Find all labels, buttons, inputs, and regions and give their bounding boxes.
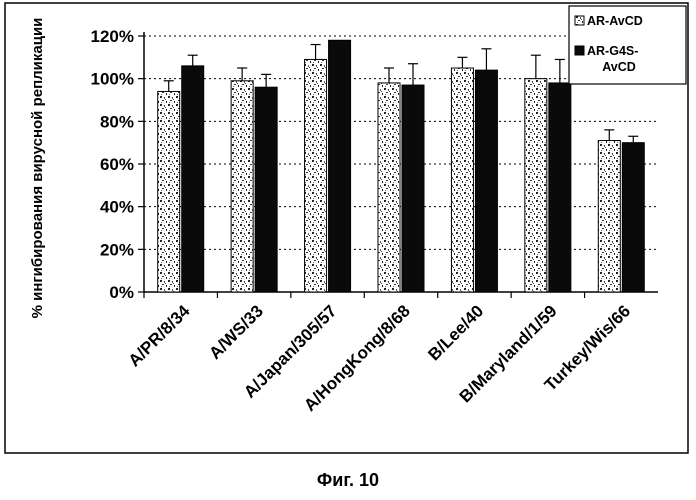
legend-swatch-ar-avcd [575,16,584,25]
y-tick-label: 20% [100,240,134,259]
y-tick-label: 100% [91,70,134,89]
bar-ar-g4s-avcd [329,40,351,292]
legend-label: AR-G4S- [587,44,638,58]
bar-ar-g4s-avcd [402,85,424,292]
bar-ar-g4s-avcd [182,66,204,292]
bar-ar-avcd [305,59,327,292]
y-tick-label: 60% [100,155,134,174]
bar-chart: 0%20%40%60%80%100%120%A/PR/8/34A/WS/33A/… [0,0,696,470]
y-tick-label: 0% [109,283,134,302]
bar-ar-g4s-avcd [475,70,497,292]
bar-ar-avcd [598,141,620,292]
legend-swatch-ar-g4s-avcd [575,46,584,55]
y-axis-title: % ингибирования вирусной репликации [29,18,46,319]
bar-ar-g4s-avcd [549,83,571,292]
bar-ar-avcd [525,79,547,292]
bar-ar-g4s-avcd [622,143,644,292]
legend-label: AR-AvCD [587,14,643,28]
y-tick-label: 120% [91,27,134,46]
y-tick-label: 80% [100,112,134,131]
bar-ar-avcd [378,83,400,292]
legend-label: AvCD [602,60,636,74]
legend: AR-AvCD AR-G4S- AvCD [569,6,686,84]
figure-caption: Фиг. 10 [0,470,696,491]
bar-ar-avcd [451,68,473,292]
bar-ar-avcd [158,91,180,292]
bar-ar-avcd [231,81,253,292]
bar-ar-g4s-avcd [255,87,277,292]
y-tick-label: 40% [100,198,134,217]
